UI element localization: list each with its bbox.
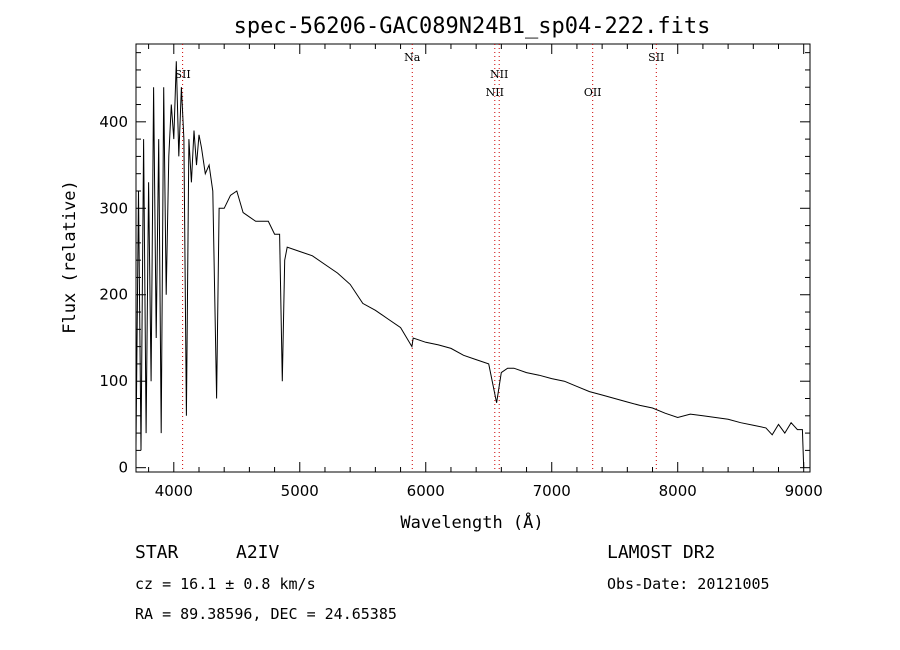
plot-border [135, 43, 811, 473]
object-class-text: STAR [135, 542, 179, 563]
y-tick-label: 300 [99, 199, 128, 217]
x-axis-label: Wavelength (Å) [400, 511, 543, 533]
emission-line-markers [182, 44, 657, 472]
redshift-text: cz = 16.1 ± 0.8 km/s [135, 575, 316, 593]
axis-tick-labels: 4000 5000 6000 7000 8000 9000 0 100 200 300 400 [99, 113, 822, 500]
x-tick-label: 6000 [407, 482, 445, 500]
x-tick-label: 9000 [785, 482, 823, 500]
y-tick-label: 0 [118, 459, 128, 477]
emission-line-label: SII [174, 68, 190, 81]
subclass-text: A2IV [236, 542, 280, 563]
emission-line-label: NII [486, 86, 504, 99]
chart-title: spec-56206-GAC089N24B1_sp04-222.fits [234, 14, 711, 39]
x-tick-label: 8000 [659, 482, 697, 500]
emission-line-label: Na [404, 51, 421, 64]
x-tick-label: 5000 [281, 482, 319, 500]
coordinates-text: RA = 89.38596, DEC = 24.65385 [135, 605, 397, 623]
y-axis-label: Flux (relative) [60, 180, 80, 334]
y-tick-label: 200 [99, 286, 128, 304]
plot-frame [135, 43, 811, 473]
x-tick-label: 7000 [533, 482, 571, 500]
emission-line-label: SII [648, 51, 664, 64]
x-tick-label: 4000 [155, 482, 193, 500]
emission-line-labels: SII Na NII NII OII SII [174, 51, 664, 99]
emission-line-label: OII [584, 86, 602, 99]
obs-date-text: Obs-Date: 20121005 [607, 575, 770, 593]
axis-ticks [136, 44, 810, 472]
emission-line-label: NII [490, 68, 508, 81]
y-tick-label: 100 [99, 372, 128, 390]
y-tick-label: 400 [99, 113, 128, 131]
survey-text: LAMOST DR2 [607, 542, 715, 563]
spectrum-series-line [135, 61, 805, 468]
